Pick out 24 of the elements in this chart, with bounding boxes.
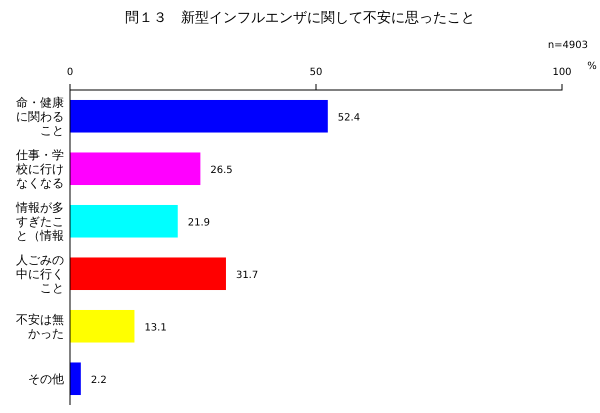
- bar: [70, 310, 134, 343]
- x-tick-label: 50: [310, 67, 322, 78]
- y-tick-label: 人ごみの中に行くこと: [16, 252, 64, 295]
- y-tick-label: 命・健康に関わること: [16, 95, 64, 138]
- y-tick-label: 不安は無かった: [16, 312, 64, 340]
- bar: [70, 152, 200, 186]
- bar: [70, 204, 178, 238]
- x-axis-title: %: [587, 61, 597, 72]
- data-label: 2.2: [90, 374, 107, 386]
- data-label: 31.7: [236, 270, 258, 281]
- bar: [70, 100, 328, 133]
- x-tick-label: 100: [552, 67, 572, 78]
- data-label: 13.1: [144, 322, 167, 334]
- y-tick-label: 情報が多すぎたこと（情報: [15, 200, 64, 242]
- y-tick-label: 仕事・学校に行けなくなる: [15, 148, 64, 190]
- bar: [70, 362, 81, 396]
- data-label: 26.5: [210, 164, 233, 176]
- data-label: 52.4: [338, 112, 360, 124]
- x-tick-label: 0: [66, 67, 74, 78]
- text: n=4903: [548, 40, 588, 51]
- data-label: 21.9: [188, 217, 210, 228]
- chart-title: 問１３ 新型インフルエンザに関して不安に思ったこと: [125, 10, 475, 26]
- y-tick-label: その他: [28, 372, 64, 386]
- bar: [70, 257, 226, 290]
